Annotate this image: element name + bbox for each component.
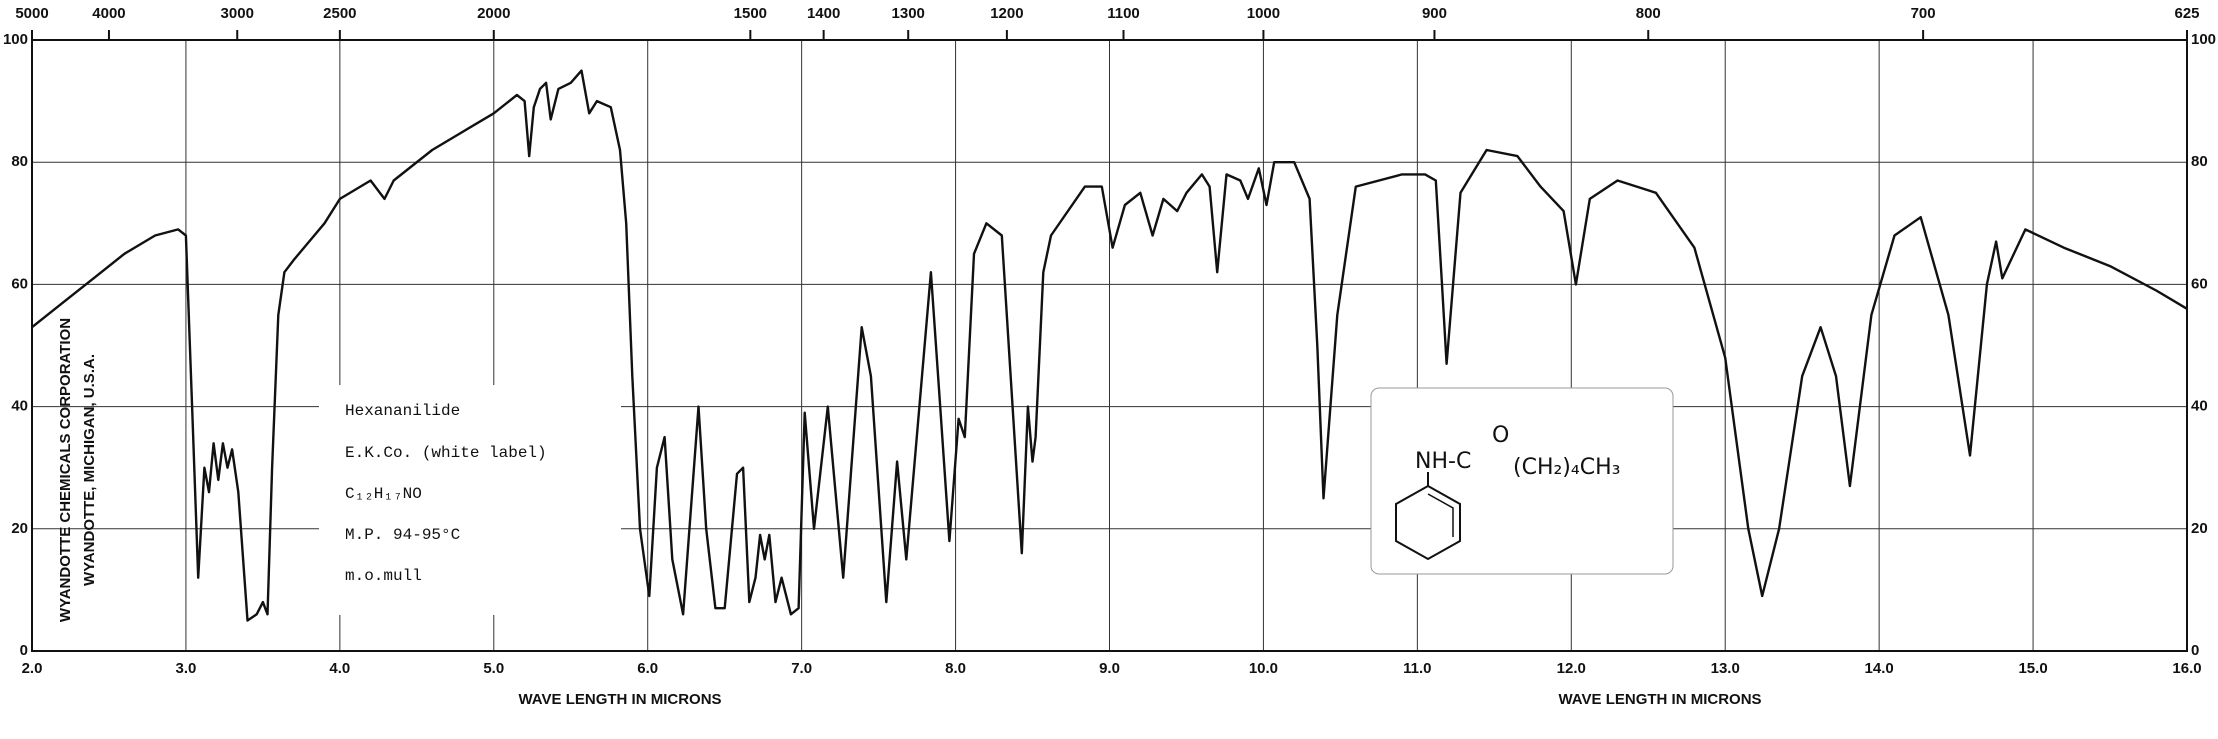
y-tick-label: 80 [11,153,28,170]
x2-tick-label: 1300 [892,5,925,22]
structure-box [1370,387,1674,575]
annotation: E.K.Co. (white label) [345,444,547,462]
x2-tick-label: 3000 [221,5,254,22]
x2-tick-label: 1000 [1247,5,1280,22]
x-axis-label: WAVE LENGTH IN MICRONS [518,691,721,708]
annotation: C₁₂H₁₇NO [345,485,422,503]
y-tick-label: 60 [2191,275,2208,292]
x-tick-label: 10.0 [1249,660,1278,677]
annotation: Hexananilide [345,402,460,420]
x2-tick-label: 5000 [15,5,48,22]
x-tick-label: 16.0 [2172,660,2201,677]
x-tick-label: 3.0 [175,660,196,677]
x2-tick-label: 1500 [734,5,767,22]
x-tick-label: 12.0 [1557,660,1586,677]
y-tick-label: 60 [11,275,28,292]
y-tick-label: 40 [2191,398,2208,415]
spectrum-line [31,69,2188,622]
x-tick-label: 15.0 [2018,660,2047,677]
y-tick-label: 0 [20,642,28,659]
x-tick-label: 13.0 [1711,660,1740,677]
x2-tick-label: 700 [1911,5,1936,22]
vertical-text: WYANDOTTE CHEMICALS CORPORATION [57,318,74,622]
vertical-text: WYANDOTTE, MICHIGAN, U.S.A. [81,354,98,586]
x-tick-label: 2.0 [22,660,43,677]
x-tick-label: 14.0 [1865,660,1894,677]
x-axis-label: WAVE LENGTH IN MICRONS [1558,691,1761,708]
annotation: m.o.mull [345,567,422,585]
structure-text: NH-C [1415,449,1471,474]
y-tick-label: 80 [2191,153,2208,170]
annotation: M.P. 94-95°C [345,526,460,544]
x-tick-label: 9.0 [1099,660,1120,677]
plot-frame [31,39,2188,652]
x2-tick-label: 625 [2174,5,2199,22]
x2-tick-label: 2500 [323,5,356,22]
x2-tick-label: 4000 [92,5,125,22]
x2-tick-label: 800 [1636,5,1661,22]
x-tick-label: 6.0 [637,660,658,677]
y-tick-label: 20 [11,520,28,537]
structure-text: O [1492,423,1509,448]
x-tick-label: 7.0 [791,660,812,677]
x-tick-label: 11.0 [1403,660,1431,677]
y-tick-label: 100 [2191,31,2216,48]
benzene-bond [1427,493,1454,537]
x-tick-label: 8.0 [945,660,966,677]
benzene-ring [1395,484,1461,561]
x-tick-label: 4.0 [329,660,350,677]
x2-tick-label: 1200 [990,5,1023,22]
y-tick-label: 0 [2191,642,2199,659]
x-tick-label: 5.0 [483,660,504,677]
x2-tick-label: 1400 [807,5,840,22]
x2-tick-label: 900 [1422,5,1447,22]
y-tick-label: 100 [3,31,28,48]
info-box [319,385,621,615]
x2-tick-label: 1100 [1107,5,1140,22]
y-tick-label: 40 [11,398,28,415]
y-tick-label: 20 [2191,520,2208,537]
x2-tick-label: 2000 [477,5,510,22]
structure-text: (CH₂)₄CH₃ [1513,455,1620,480]
